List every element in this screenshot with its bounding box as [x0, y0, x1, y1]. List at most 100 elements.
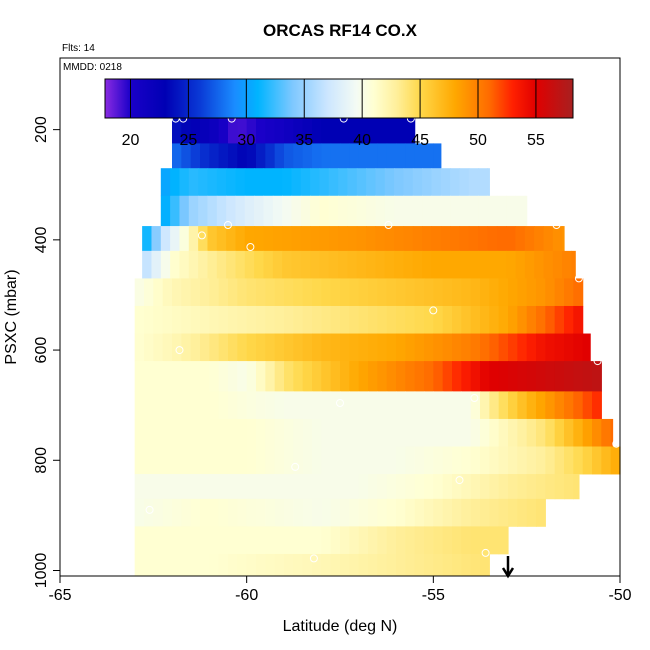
colorbar: 20 25 30 35 40 45 50 55	[104, 78, 574, 149]
heatmap-cell	[424, 361, 434, 392]
heatmap-cell	[573, 474, 580, 500]
heatmap-cell	[424, 526, 434, 555]
heatmap-cell	[534, 226, 545, 252]
heatmap-cell	[274, 391, 285, 420]
heatmap-cell	[330, 143, 341, 169]
heatmap-cell	[470, 278, 481, 307]
heatmap-cell	[349, 498, 360, 527]
heatmap-cell	[200, 333, 210, 362]
heatmap-cell	[377, 474, 388, 500]
heatmap-cell	[442, 361, 453, 392]
heatmap-cell	[218, 115, 229, 144]
heatmap-cell	[424, 391, 434, 420]
heatmap-cell	[554, 305, 565, 334]
heatmap-cell	[496, 250, 507, 279]
heatmap-cell	[144, 446, 154, 475]
heatmap-cell	[312, 305, 322, 334]
heatmap-cell	[228, 361, 238, 392]
heatmap-cell	[198, 250, 209, 279]
heatmap-cell	[424, 446, 434, 475]
y-axis: 200 400 600 800 1000	[33, 116, 61, 588]
heatmap-cell	[480, 305, 490, 334]
heatmap-cell	[172, 553, 182, 577]
heatmap-cell	[151, 250, 162, 279]
heatmap-cell	[235, 195, 246, 227]
heatmap-cell	[368, 446, 378, 475]
heatmap-cell	[480, 498, 490, 527]
heatmap-cell	[573, 278, 584, 307]
heatmap-cell	[442, 278, 453, 307]
heatmap-cell	[226, 250, 237, 279]
heatmap-cell	[172, 361, 182, 392]
heatmap-cell	[144, 526, 154, 555]
heatmap-cell	[452, 418, 462, 447]
heatmap-cell	[254, 250, 265, 279]
heatmap-cell	[517, 305, 528, 334]
heatmap-cell	[384, 195, 395, 227]
heatmap-cell	[386, 498, 397, 527]
heatmap-cell	[302, 391, 313, 420]
heatmap-cell	[321, 361, 332, 392]
heatmap-cell	[153, 305, 164, 334]
heatmap-cell	[564, 278, 574, 307]
heatmap-cell	[452, 278, 462, 307]
heatmap-cell	[153, 498, 164, 527]
heatmap-cell	[172, 143, 182, 169]
heatmap-cell	[386, 526, 397, 555]
heatmap-cell	[489, 446, 500, 475]
heatmap-cell	[172, 446, 182, 475]
heatmap-cell	[433, 553, 444, 577]
heatmap-cell	[368, 498, 378, 527]
heatmap-cell	[358, 498, 369, 527]
heatmap-cell	[284, 115, 294, 144]
heatmap-cell	[218, 143, 229, 169]
heatmap-cell	[554, 446, 565, 475]
observation-point	[612, 439, 621, 448]
heatmap-cell	[228, 115, 238, 144]
x-tick-label: -55	[422, 587, 445, 604]
heatmap-cell	[284, 474, 294, 500]
heatmap-cell	[543, 250, 554, 279]
heatmap-cell	[461, 498, 472, 527]
colorbar-tick-label: 55	[527, 132, 545, 149]
heatmap-cell	[498, 305, 509, 334]
heatmap-cell	[545, 446, 556, 475]
colorbar-tick-label: 40	[353, 132, 371, 149]
heatmap-cell	[358, 305, 369, 334]
heatmap-cell	[190, 418, 201, 447]
heatmap-cell	[452, 553, 462, 577]
heatmap-cell	[498, 278, 509, 307]
heatmap-cell	[254, 195, 265, 227]
heatmap-cell	[190, 474, 201, 500]
observation-point	[481, 548, 490, 557]
heatmap-cell	[282, 195, 293, 227]
heatmap-cell	[190, 526, 201, 555]
heatmap-cell	[450, 168, 461, 197]
heatmap-cell	[244, 250, 255, 279]
heatmap-cell	[517, 418, 528, 447]
heatmap-cell	[228, 498, 238, 527]
heatmap-cell	[396, 361, 406, 392]
heatmap-cell	[302, 115, 313, 144]
heatmap-cell	[461, 526, 472, 555]
heatmap-cell	[452, 361, 462, 392]
heatmap-cell	[396, 498, 406, 527]
colorbar-tick-label: 30	[237, 132, 255, 149]
heatmap-cell	[226, 168, 237, 197]
heatmap-cell	[153, 361, 164, 392]
heatmap-cell	[134, 361, 145, 392]
heatmap-cell	[358, 361, 369, 392]
heatmap-cell	[610, 418, 614, 447]
heatmap-cell	[414, 391, 425, 420]
observation-point	[197, 231, 206, 240]
heatmap-cell	[461, 333, 472, 362]
heatmap-cell	[172, 526, 182, 555]
heatmap-cell	[246, 391, 257, 420]
heatmap-cell	[302, 553, 313, 577]
heatmap-cell	[237, 418, 248, 447]
heatmap-cell	[386, 143, 397, 169]
heatmap-cell	[422, 168, 433, 197]
heatmap-cell	[319, 250, 330, 279]
heatmap-cell	[508, 498, 518, 527]
heatmap-cell	[433, 498, 444, 527]
